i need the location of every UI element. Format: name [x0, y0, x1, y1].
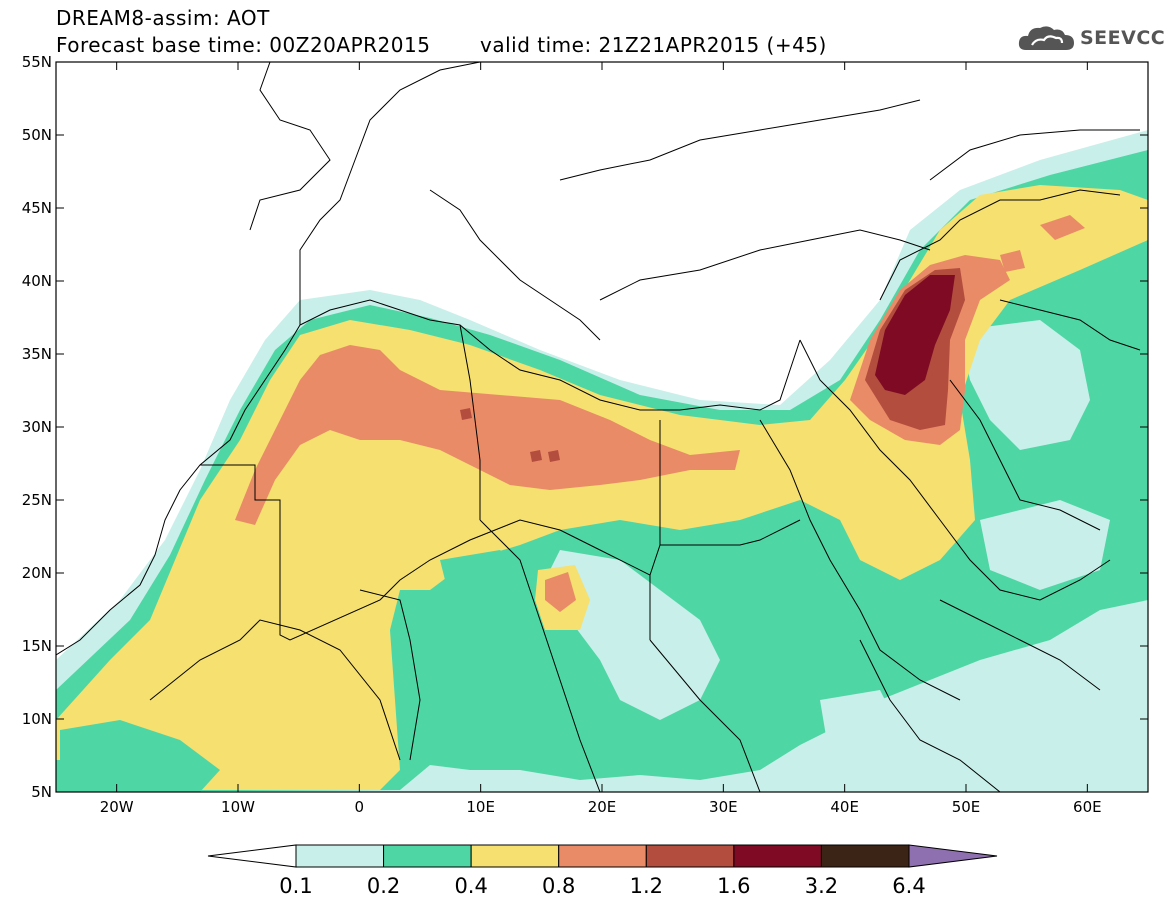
logo-text: SEEVCCC — [1080, 27, 1165, 49]
contour-patch-0.8 — [1040, 215, 1085, 240]
colorbar-segment — [383, 844, 472, 868]
lon-tick-label: 10E — [466, 798, 495, 816]
lat-tick-label: 35N — [22, 345, 52, 363]
colorbar-label: 0.4 — [454, 874, 487, 898]
lon-tick-label: 50E — [952, 798, 981, 816]
contour-patch-0.1 — [545, 550, 720, 720]
colorbar-label: 0.1 — [279, 874, 312, 898]
lon-tick-label: 20E — [588, 798, 617, 816]
lon-tick-label: 40E — [830, 798, 859, 816]
colorbar-segment — [733, 844, 822, 868]
seevccc-logo: SEEVCCC — [1018, 24, 1165, 52]
contour-patch-1.2 — [460, 408, 472, 420]
lat-tick-label: 30N — [22, 418, 52, 436]
lon-tick-label: 10W — [221, 798, 255, 816]
colorbar-label: 6.4 — [892, 874, 925, 898]
lat-tick-label: 5N — [31, 783, 52, 801]
lon-tick-label: 30E — [709, 798, 738, 816]
colorbar-segment — [470, 844, 560, 868]
cloud-icon — [1018, 26, 1074, 50]
colorbar-segment — [558, 844, 647, 868]
aot-contours — [56, 130, 1148, 792]
valid-time: valid time: 21Z21APR2015 (+45) — [480, 33, 827, 57]
contour-level-1.6 — [875, 275, 955, 395]
lat-tick-label: 40N — [22, 272, 52, 290]
forecast-base-time: Forecast base time: 00Z20APR2015 — [56, 33, 431, 57]
colorbar-low-arrow — [207, 844, 297, 868]
contour-patch-0.1 — [820, 690, 900, 770]
contour-patch-0.2 — [440, 550, 530, 620]
contour-patch-1.2 — [548, 450, 560, 462]
contour-patch-0.2 — [60, 720, 220, 792]
latitude-axis: 55N 50N 45N 40N 35N 30N 25N 20N 15N 10N 5N — [22, 53, 1148, 801]
lon-tick-label: 0 — [355, 798, 365, 816]
colorbar-segment — [820, 844, 910, 868]
colorbar-label: 1.2 — [630, 874, 663, 898]
colorbar-high-arrow — [908, 844, 998, 868]
lat-tick-label: 10N — [22, 710, 52, 728]
colorbar-label: 0.8 — [542, 874, 575, 898]
colorbar-label: 3.2 — [805, 874, 838, 898]
lat-tick-label: 50N — [22, 126, 52, 144]
lon-tick-label: 60E — [1073, 798, 1102, 816]
contour-patch-0.8 — [1000, 250, 1025, 272]
contour-patch-1.2 — [530, 450, 542, 462]
lat-tick-label: 20N — [22, 564, 52, 582]
lat-tick-label: 45N — [22, 199, 52, 217]
lat-tick-label: 25N — [22, 491, 52, 509]
lat-tick-label: 55N — [22, 53, 52, 71]
colorbar-label: 0.2 — [367, 874, 400, 898]
longitude-axis: 20W 10W 0 10E 20E 30E 40E 50E 60E — [100, 62, 1102, 816]
country-borders — [56, 62, 1141, 792]
lat-tick-label: 15N — [22, 637, 52, 655]
contour-level-0.4 — [56, 185, 1148, 790]
colorbar: 0.1 0.2 0.4 0.8 1.2 1.6 3.2 6.4 — [207, 844, 998, 898]
contour-level-0.8 — [235, 345, 740, 525]
colorbar-label: 1.6 — [717, 874, 750, 898]
colorbar-segment — [295, 844, 385, 868]
map-title: DREAM8-assim: AOT — [56, 6, 270, 30]
contour-patch-0.1 — [960, 320, 1090, 450]
colorbar-segment — [645, 844, 735, 868]
lon-tick-label: 20W — [100, 798, 134, 816]
contour-patch-0.8 — [545, 572, 576, 612]
contour-patch-0.1 — [980, 500, 1110, 590]
